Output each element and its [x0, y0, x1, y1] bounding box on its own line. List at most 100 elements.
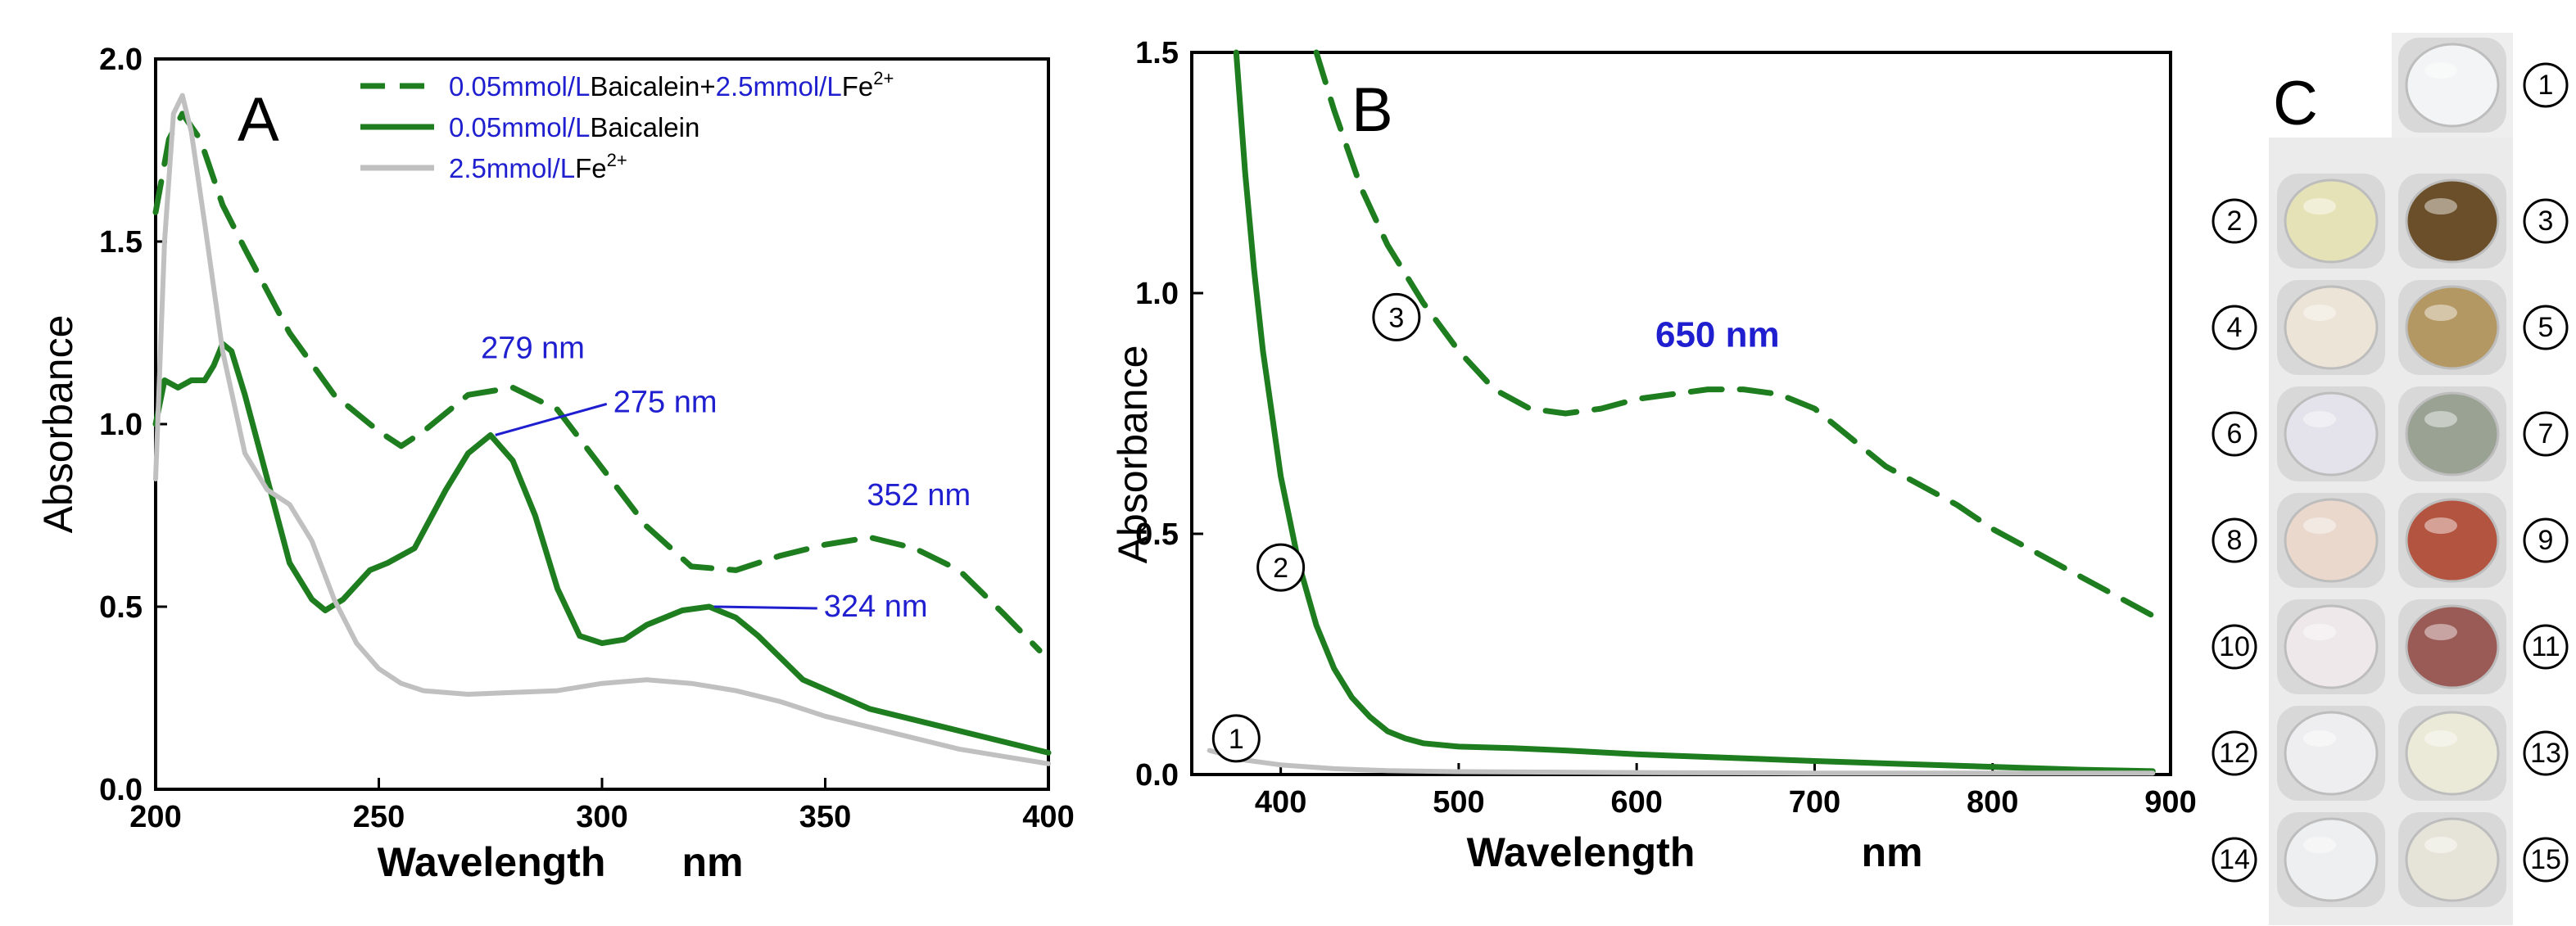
well-6 — [2284, 391, 2379, 477]
well-label: 8 — [2227, 525, 2243, 556]
well-highlight — [2303, 411, 2336, 427]
well-label-circle — [2523, 305, 2569, 350]
well-label-circle — [2212, 837, 2257, 883]
curve-marker-label: 2 — [1273, 553, 1288, 584]
well-2 — [2284, 178, 2379, 264]
panel-b-series-3 — [1313, 49, 2156, 619]
panel-a-series-baicalein — [152, 341, 1052, 756]
legend-part: 2+ — [873, 68, 894, 88]
legend-part: 2.5mmol/L — [716, 71, 842, 102]
panel-a-xtick-label: 350 — [799, 800, 851, 834]
legend-part: 2.5mmol/L — [449, 153, 575, 183]
annotation-leader — [495, 402, 608, 436]
well-label-circle — [2212, 198, 2257, 244]
panel-a-xtick-label: 200 — [129, 800, 181, 834]
well-11 — [2405, 604, 2500, 689]
legend-label-complex: 0.05mmol/LBaicalein+2.5mmol/LFe2+ — [449, 68, 894, 102]
well-label-circle — [2212, 305, 2257, 350]
panel-a-series-complex — [152, 111, 1043, 653]
panel-a-ytick-label: 2.0 — [99, 43, 143, 77]
well-highlight — [2424, 837, 2457, 853]
well-highlight — [2424, 517, 2457, 534]
panel-a-xtick-label: 300 — [576, 800, 627, 834]
panel-b-xtick-label: 700 — [1789, 785, 1840, 820]
well-label: 14 — [2219, 844, 2250, 875]
panel-a-xlabel: Wavelength — [378, 839, 606, 885]
panel-b-ytick-label: 1.5 — [1135, 36, 1179, 70]
well-label-circle — [2212, 517, 2257, 563]
well-10 — [2284, 604, 2379, 689]
well-highlight — [2303, 517, 2336, 534]
well-highlight — [2303, 305, 2336, 321]
panel-a-letter: A — [238, 85, 279, 155]
panel-a-ytick-label: 0.0 — [99, 773, 143, 807]
annotation-peak: 352 nm — [867, 478, 971, 513]
legend-part: Fe — [842, 71, 874, 102]
well-highlight — [2424, 730, 2457, 747]
panel-c-letter: C — [2273, 69, 2318, 138]
legend-label-fe: 2.5mmol/LFe2+ — [449, 150, 627, 183]
well-4 — [2284, 285, 2379, 370]
well-7 — [2405, 391, 2500, 477]
panel-a-ylabel: Absorbance — [35, 315, 81, 534]
well-highlight — [2424, 62, 2457, 79]
legend-part: 2+ — [607, 150, 627, 170]
well-label: 9 — [2538, 525, 2554, 556]
legend-part: 0.05mmol/L — [449, 112, 590, 142]
well-label: 2 — [2227, 206, 2243, 237]
panel-b-chart: B Absorbance Wavelength nm 400 500 600 700 8… — [1110, 36, 2197, 875]
well-highlight — [2303, 730, 2336, 747]
well-label-circle — [2523, 624, 2569, 670]
panel-b-xtick-label: 900 — [2144, 785, 2196, 820]
well-1 — [2405, 43, 2500, 128]
well-13 — [2405, 711, 2500, 796]
well-label: 4 — [2227, 312, 2243, 343]
well-label: 12 — [2219, 738, 2250, 769]
panel-a-ytick-label: 1.5 — [99, 225, 143, 260]
well-highlight — [2424, 411, 2457, 427]
panel-a-xtick-label: 400 — [1022, 800, 1074, 834]
panel-b-xunit: nm — [1862, 829, 1923, 875]
panel-a-ytick-label: 0.5 — [99, 590, 143, 625]
panel-b-xlabel: Wavelength — [1467, 829, 1695, 875]
panel-b-ytick-label: 1.0 — [1135, 277, 1179, 311]
legend-part: 0.05mmol/L — [449, 71, 590, 102]
panel-a-ytick-label: 1.0 — [99, 408, 143, 442]
panel-b-xtick-label: 400 — [1255, 785, 1306, 820]
panel-b-ylabel: Absorbance — [1110, 346, 1156, 564]
well-label-circle — [2523, 198, 2569, 244]
legend-part: Baicalein — [590, 112, 699, 142]
well-label: 7 — [2538, 418, 2554, 449]
well-label: 1 — [2538, 70, 2554, 101]
panel-b-frame — [1190, 51, 2172, 776]
well-9 — [2405, 498, 2500, 583]
panel-a-series-fe — [153, 93, 1051, 766]
well-highlight — [2303, 198, 2336, 215]
annotation-peak: 279 nm — [481, 331, 585, 365]
legend-part: Fe — [575, 153, 607, 183]
annotation-peak: 650 nm — [1655, 315, 1780, 355]
curve-marker-circle — [1256, 543, 1306, 592]
well-label-circle — [2523, 730, 2569, 776]
panel-b-xtick-label: 600 — [1610, 785, 1662, 820]
panel-b-ytick-label: 0.5 — [1135, 517, 1179, 552]
annotation-peak: 324 nm — [824, 589, 928, 624]
well-highlight — [2424, 305, 2457, 321]
panel-b-series-1 — [1207, 748, 2156, 776]
well-label-circle — [2212, 411, 2257, 457]
curve-marker-label: 1 — [1229, 724, 1244, 755]
well-label-circle — [2523, 517, 2569, 563]
panel-b-series-2 — [1233, 49, 2156, 775]
well-highlight — [2424, 198, 2457, 215]
well-12 — [2284, 711, 2379, 796]
panel-a-xunit: nm — [682, 839, 744, 885]
well-label-circle — [2212, 624, 2257, 670]
panel-a-xtick-label: 250 — [353, 800, 405, 834]
curve-marker-circle — [1211, 714, 1261, 763]
well-highlight — [2303, 837, 2336, 853]
well-5 — [2405, 285, 2500, 370]
legend-part: Baicalein+ — [590, 71, 715, 102]
well-label: 6 — [2227, 418, 2243, 449]
panel-b-xtick-label: 500 — [1433, 785, 1484, 820]
